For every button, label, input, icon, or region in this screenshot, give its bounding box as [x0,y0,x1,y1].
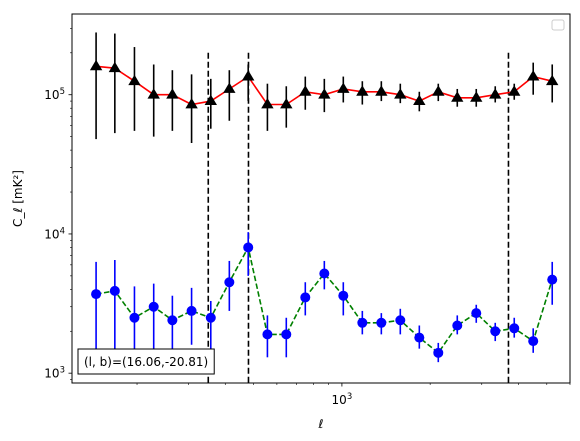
series-2-point [243,242,254,253]
series-1-point [318,88,331,99]
series-2-point [433,347,444,358]
series-1-point [489,88,502,99]
series-2-point [547,274,558,285]
series-2-point [490,326,501,337]
plot-frame [71,13,571,384]
series-1-point [337,82,350,93]
series-1-point [280,98,293,109]
series-2-point [281,329,292,340]
y-tick-label: 104 [44,226,65,241]
series-1-point [451,91,464,102]
series-1-point [204,94,217,105]
series-2-point [414,332,425,343]
series-2-point [319,268,330,279]
y-axis-label: C_ℓ [mK²] [11,170,25,227]
series-1-point [89,59,103,71]
series-1-point [299,85,312,96]
series-2-point [109,285,120,296]
series-1-point [394,88,407,99]
series-2-point [148,301,159,312]
x-tick-label: 103 [332,392,353,407]
series-2-point [376,317,387,328]
series-1-point [413,94,426,105]
plot-content [89,32,559,383]
series-1-point [508,85,521,96]
series-2-point [395,315,406,326]
plot-area [89,32,559,383]
series-1-point [546,74,559,86]
x-axis: 103 [136,383,571,407]
series-1-point [166,88,179,99]
series-1-point [432,85,445,96]
series-2-point [300,292,311,303]
series-2-point [338,290,349,301]
series-2-point [262,329,273,340]
series-1-point [223,82,236,93]
series-1-point [470,91,483,102]
y-axis: 103 104 105 [44,27,72,381]
series-1-point [356,85,369,96]
series-1-point [147,88,160,99]
series-2-point [471,308,482,319]
y-tick-label: 105 [44,87,65,102]
series-2-point [186,305,197,316]
series-1-point [261,98,274,109]
y-tick-label: 103 [44,366,65,381]
series-1-point [242,70,255,81]
x-axis-label: ℓ [318,417,324,431]
series-1-point [185,98,198,109]
series-2-point [357,317,368,328]
series-2-point [205,312,216,323]
annotation-box [77,348,215,375]
series-2-point [167,315,178,326]
series-2-point [224,277,235,288]
series-1-point [375,85,388,96]
series-2-point [528,336,539,347]
series-2-point [91,289,102,300]
series-1-point [527,70,540,81]
series-2-point [452,320,463,331]
legend [551,19,565,31]
series-2-point [129,312,140,323]
annotation-text: (l, b)=(16.06,-20.81) [84,355,208,369]
series-2-point [509,323,520,334]
series-1-point [108,61,121,73]
series-1-point [128,74,141,86]
